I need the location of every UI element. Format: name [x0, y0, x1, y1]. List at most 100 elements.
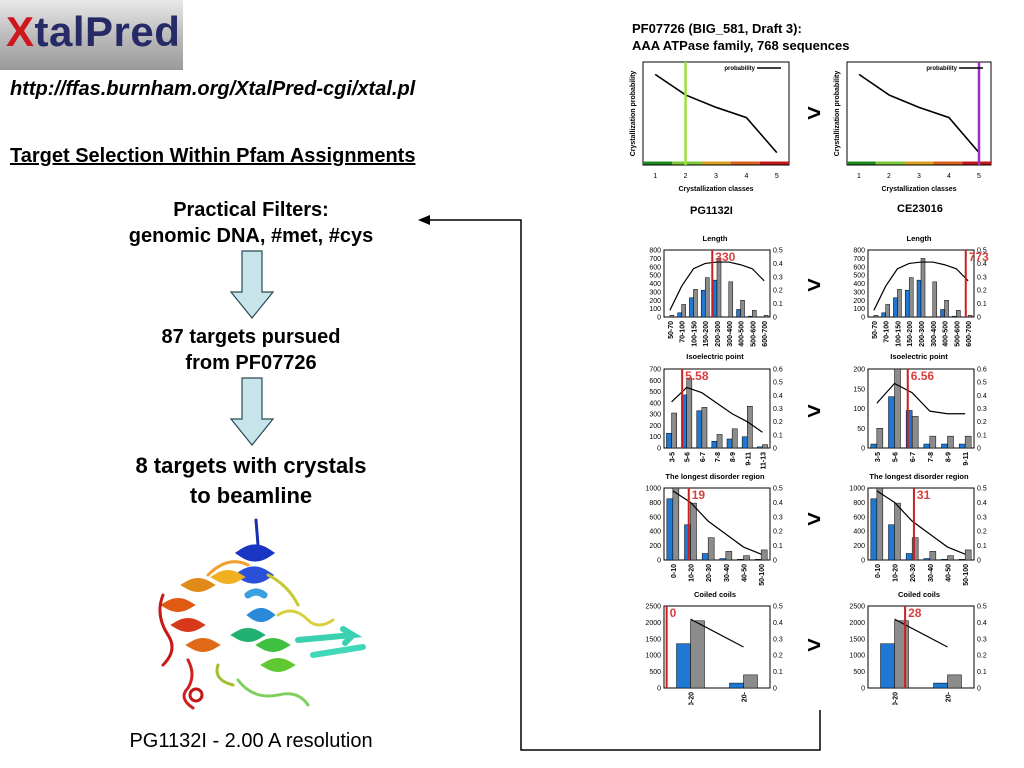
coiled-left-y2tick-0: 0 — [773, 686, 777, 693]
disorder-right-ytick-0: 0 — [861, 558, 865, 565]
pi-right-fraction-line — [876, 382, 966, 415]
pi-right-bar-gray-2 — [911, 416, 919, 449]
disorder-left-marker-label: 19 — [692, 488, 706, 502]
length-left-y2tick-0.5: 0.5 — [773, 248, 783, 255]
pi-left-ytick-0: 0 — [657, 446, 661, 453]
disorder-right-bar-blue-3 — [923, 558, 931, 561]
length-left-y2tick-0.3: 0.3 — [773, 274, 783, 281]
pi-right-y2tick-0.6: 0.6 — [977, 367, 987, 374]
length-left-xtick-2: 100-150 — [691, 321, 698, 347]
length-left-bar-gray-5 — [728, 281, 734, 318]
feedback-connector — [418, 215, 821, 751]
xtalpred-url-link[interactable]: http://ffas.burnham.org/XtalPred-cgi/xta… — [10, 78, 416, 100]
length-right-xtick-4: 200-300 — [919, 321, 926, 347]
prob-ylabel-right: Crystallization probability — [834, 71, 841, 157]
pi-right-y2tick-0.2: 0.2 — [977, 419, 987, 426]
prob-xtick-right-2: 2 — [887, 173, 891, 180]
prob-frame-right — [846, 61, 992, 166]
pi-left-ytick-700: 700 — [649, 367, 661, 374]
coiled-left-marker-label: 0 — [670, 606, 677, 620]
length-right-bar-gray-2 — [897, 289, 902, 318]
disorder-left-xtick-1: 10-20 — [689, 564, 696, 582]
length-title-right: Length — [907, 234, 932, 243]
pi-right-xtick-3: 7-8 — [928, 452, 935, 462]
pi-right-xtick-1: 5-6 — [893, 452, 900, 462]
disorder-left-bar-blue-5 — [754, 559, 762, 561]
left-column-target-label: PG1132I — [690, 205, 733, 217]
pi-left-ytick-200: 200 — [649, 423, 661, 430]
length-right-ytick-300: 300 — [853, 289, 865, 296]
length-left-marker-label: 330 — [715, 250, 735, 264]
pi-right-ytick-0: 0 — [861, 446, 865, 453]
disorder-right-bar-gray-5 — [964, 549, 972, 561]
coiled-left-xtick-0: 0-20 — [689, 692, 696, 705]
pi-left-bar-gray-3 — [716, 434, 723, 449]
prob-xtick-right-1: 1 — [857, 173, 861, 180]
disorder-left-ytick-400: 400 — [649, 529, 661, 536]
coiled-right-marker-label: 28 — [908, 606, 922, 620]
pi-right-bar-blue-4 — [941, 443, 948, 449]
pi-right-y2tick-0.5: 0.5 — [977, 380, 987, 387]
disorder-right-ytick-600: 600 — [853, 514, 865, 521]
disorder-title-left: The longest disorder region — [665, 472, 765, 481]
length-right-ytick-400: 400 — [853, 281, 865, 288]
coiled-left-y2tick-0.3: 0.3 — [773, 636, 783, 643]
disorder-left-bar-gray-3 — [725, 551, 733, 561]
disorder-right-y2tick-0.3: 0.3 — [977, 514, 987, 521]
length-left-ytick-800: 800 — [649, 248, 661, 255]
targets-pursued-line2: from PF07726 — [185, 352, 317, 374]
disorder-left-y2tick-0.4: 0.4 — [773, 500, 783, 507]
pi-right-xtick-4: 8-9 — [946, 452, 953, 462]
disorder-left-bar-gray-0 — [672, 487, 680, 561]
length-left-y2tick-0.4: 0.4 — [773, 261, 783, 268]
length-right-bar-blue-1 — [881, 312, 886, 318]
pi-left-xtick-2: 6-7 — [700, 452, 707, 462]
disorder-left-fraction-line — [672, 490, 762, 555]
disorder-right-bar-gray-2 — [911, 537, 919, 561]
coiled-right-fraction-line — [894, 618, 948, 648]
coiled-left-ytick-1500: 1500 — [645, 636, 661, 643]
length-left-ytick-500: 500 — [649, 273, 661, 280]
coiled-left-y2tick-0.5: 0.5 — [773, 604, 783, 611]
prob-ylabel-left: Crystallization probability — [630, 71, 637, 157]
pi-left-y2tick-0.3: 0.3 — [773, 406, 783, 413]
coiled-left-bar-gray-1 — [743, 674, 758, 689]
coiled-right-bar-blue-0 — [880, 643, 895, 689]
pfam-family-description: AAA ATPase family, 768 sequences — [632, 38, 850, 53]
pi-left-ytick-500: 500 — [649, 389, 661, 396]
prob-xtick-right-5: 5 — [977, 173, 981, 180]
disorder-right-bar-blue-5 — [958, 559, 966, 561]
pi-left-y2tick-0.5: 0.5 — [773, 380, 783, 387]
structure-caption: PG1132I - 2.00 A resolution — [129, 730, 373, 752]
coiled-right-ytick-1500: 1500 — [849, 636, 865, 643]
length-left-ytick-300: 300 — [649, 289, 661, 296]
disorder-right-bar-blue-1 — [888, 524, 895, 561]
disorder-right-bar-gray-1 — [894, 502, 901, 561]
coiled-left-ytick-2000: 2000 — [645, 620, 661, 627]
length-right-y2tick-0.4: 0.4 — [977, 261, 987, 268]
coiled-right-ytick-0: 0 — [861, 686, 865, 693]
length-right-y2tick-0.3: 0.3 — [977, 274, 987, 281]
pi-left-y2tick-0: 0 — [773, 446, 777, 453]
pi-left-xtick-1: 5-6 — [685, 452, 692, 462]
pi-right-bar-blue-1 — [888, 396, 895, 449]
disorder-left-ytick-0: 0 — [657, 558, 661, 565]
pi-right-bar-gray-4 — [947, 435, 954, 449]
disorder-right-bar-blue-4 — [941, 559, 948, 561]
disorder-left-bar-blue-4 — [737, 559, 744, 561]
compare-symbol-length: > — [807, 272, 822, 299]
pi-right-bar-blue-3 — [923, 443, 931, 449]
length-right-bar-blue-4 — [916, 279, 922, 318]
pi-right-frame — [867, 368, 975, 449]
pi-right-ytick-100: 100 — [853, 406, 865, 413]
xtalpred-charts: 1 2 3 4 5 probability Crystallization classes C… — [630, 61, 992, 705]
disorder-right-bar-blue-2 — [905, 553, 913, 561]
pi-right-bar-gray-1 — [894, 368, 901, 449]
prob-legend-right: probability — [926, 66, 957, 72]
length-right-ytick-800: 800 — [853, 248, 865, 255]
coiled-left-fraction-line — [690, 618, 744, 648]
targets-crystals-line1: 8 targets with crystals — [135, 453, 367, 478]
disorder-right-ytick-1000: 1000 — [849, 486, 865, 493]
coiled-left-xtick-1: 20- — [742, 691, 749, 702]
length-left-y2tick-0: 0 — [773, 315, 777, 322]
